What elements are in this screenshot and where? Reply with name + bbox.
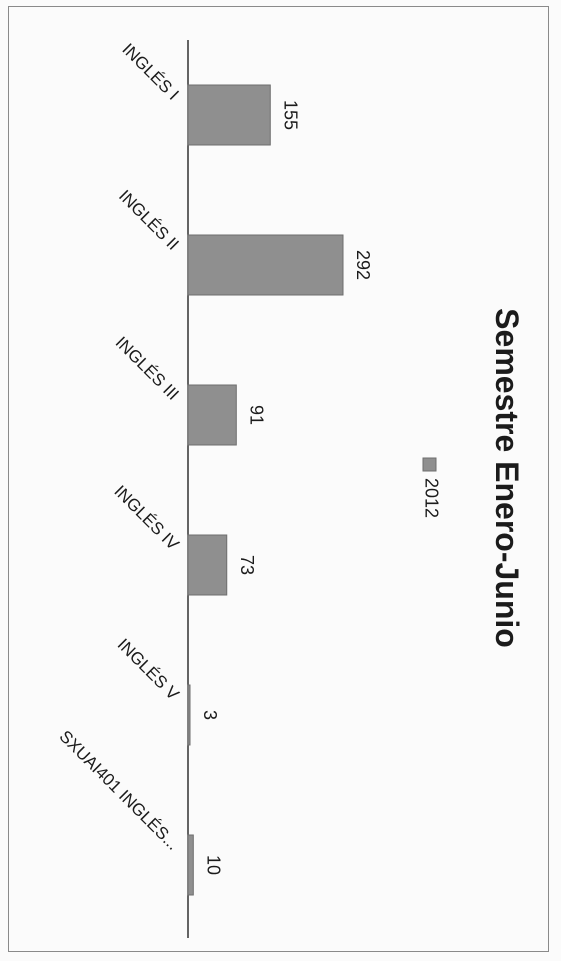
bar-5 <box>187 834 194 896</box>
category-label-0: INGLÉS I <box>118 40 182 104</box>
data-label-4: 3 <box>200 710 220 720</box>
category-label-3: INGLÉS IV <box>110 482 183 555</box>
data-label-0: 155 <box>280 100 300 130</box>
bar-1 <box>187 234 344 296</box>
category-label-1: INGLÉS II <box>115 186 183 254</box>
data-label-2: 91 <box>246 405 266 425</box>
bar-4 <box>187 684 191 746</box>
data-label-5: 10 <box>203 855 223 875</box>
bar-2 <box>187 384 237 446</box>
category-label-5: SXUAI401 INGLÉS... <box>56 727 183 854</box>
legend-label: 2012 <box>421 478 441 518</box>
bar-3 <box>187 534 228 596</box>
category-label-2: INGLÉS III <box>112 333 183 404</box>
legend-swatch <box>422 457 437 472</box>
data-label-3: 73 <box>237 555 257 575</box>
category-label-4: INGLÉS V <box>114 635 183 704</box>
chart-title: Semestre Enero-Junio <box>489 308 525 648</box>
chart-frame <box>8 6 549 952</box>
data-label-1: 292 <box>353 250 373 280</box>
bar-0 <box>187 84 271 146</box>
